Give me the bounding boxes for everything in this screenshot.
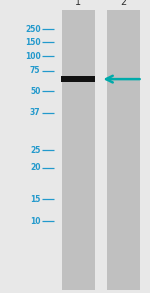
Bar	[106, 10, 140, 290]
Text: 50: 50	[30, 87, 40, 96]
Text: 75: 75	[30, 67, 40, 75]
Text: 100: 100	[25, 52, 40, 61]
Text: 150: 150	[25, 38, 40, 47]
Text: 2: 2	[120, 0, 126, 7]
Bar	[61, 76, 95, 82]
Text: 1: 1	[75, 0, 81, 7]
Text: 15: 15	[30, 195, 40, 204]
Text: 250: 250	[25, 25, 40, 34]
Text: 25: 25	[30, 146, 40, 154]
Text: 10: 10	[30, 217, 40, 226]
Bar	[61, 10, 94, 290]
Text: 37: 37	[30, 108, 40, 117]
Text: 20: 20	[30, 163, 40, 172]
